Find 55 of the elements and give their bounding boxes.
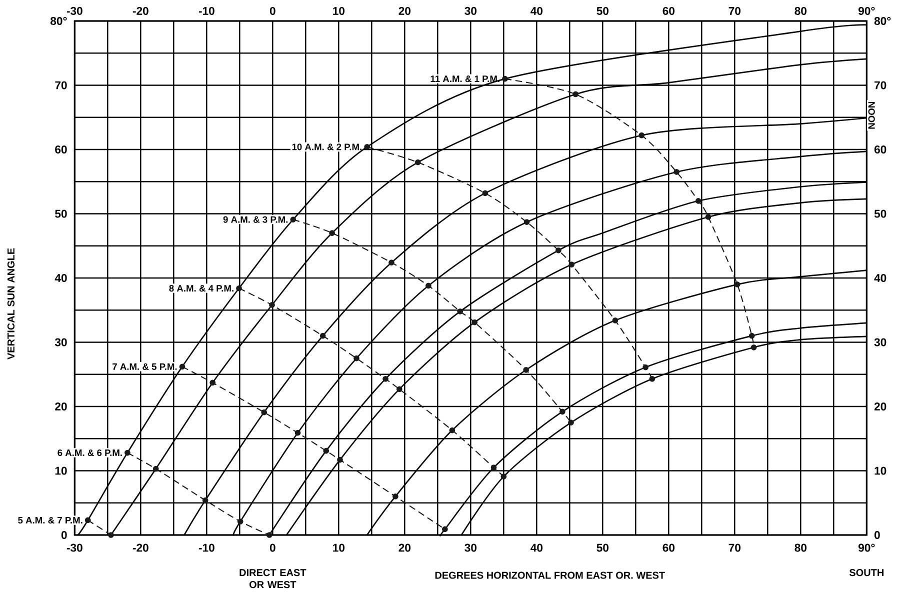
y-tick-label: 0	[61, 530, 67, 540]
y2-tick-label: 80°	[874, 16, 891, 26]
series-label: 7 A.M. & 5 P.M.	[112, 363, 177, 370]
y-tick-label: 40	[54, 274, 67, 282]
x-tick-label: 40	[530, 6, 542, 15]
series-label: 6 A.M. & 6 P.M.	[58, 449, 122, 456]
text: DIRECT EAST OR WEST	[240, 569, 306, 588]
x-tick-label: 90°	[858, 6, 875, 15]
x2-tick-label: 90°	[858, 544, 875, 552]
x2-tick-label: 0	[270, 544, 276, 552]
series-label: 8 A.M. & 4 P.M.	[169, 284, 234, 292]
x-tick-label: -30	[66, 6, 82, 15]
y-tick-label: 80°	[50, 16, 67, 26]
annotation: NOON	[868, 102, 875, 129]
y-tick-label: 70	[55, 81, 67, 90]
x-tick-label: 30	[464, 6, 476, 15]
series-label: 5 A.M. & 7 P.M.	[18, 516, 82, 524]
series-label: 10 A.M. & 2 P.M.	[292, 144, 362, 150]
x2-tick-label: 20	[398, 544, 410, 552]
x-tick-label: 80	[794, 6, 806, 15]
x-tick-label: -10	[198, 6, 214, 15]
x-tick-label: 10	[333, 6, 344, 15]
x-tick-label: 0	[270, 6, 276, 15]
y2-tick-label: 20	[874, 402, 886, 411]
x2-tick-label: 70	[728, 544, 740, 552]
y2-tick-label: 10	[874, 466, 886, 475]
x-tick-label: -20	[132, 6, 148, 15]
y2-tick-label: 50	[874, 210, 886, 218]
x2-tick-label: 40	[530, 544, 542, 552]
x2-tick-label: 80	[794, 544, 806, 552]
y-tick-label: 10	[55, 466, 67, 475]
y2-tick-label: 60	[874, 145, 886, 154]
y-axis-title: VERTICAL SUN ANGLE	[7, 248, 15, 360]
series-label: 9 A.M. & 3 P.M.	[223, 216, 288, 223]
y-tick-label: 30	[54, 338, 67, 346]
x-tick-label: 50	[596, 6, 608, 15]
y2-tick-label: 0	[874, 530, 880, 540]
x2-tick-label: 60	[662, 544, 674, 552]
x2-tick-label: -30	[66, 544, 82, 552]
y-tick-label: 50	[55, 210, 67, 218]
y2-tick-label: 70	[874, 81, 886, 90]
y-tick-label: 20	[55, 402, 67, 411]
x-axis-title: DEGREES HORIZONTAL FROM EAST OR. WEST	[435, 572, 665, 579]
x2-tick-label: 30	[464, 544, 476, 552]
x2-tick-label: 50	[596, 544, 608, 552]
x2-tick-label: 10	[333, 544, 344, 552]
x-tick-label: 70	[728, 6, 740, 15]
y2-tick-label: 40	[874, 274, 886, 282]
x2-tick-label: -10	[198, 544, 214, 552]
x2-tick-label: -20	[132, 544, 148, 552]
x-tick-label: 60	[662, 6, 674, 15]
text: SOUTH	[849, 569, 884, 576]
y-tick-label: 60	[55, 145, 67, 154]
y2-tick-label: 30	[874, 338, 886, 346]
x-tick-label: 20	[398, 6, 410, 15]
